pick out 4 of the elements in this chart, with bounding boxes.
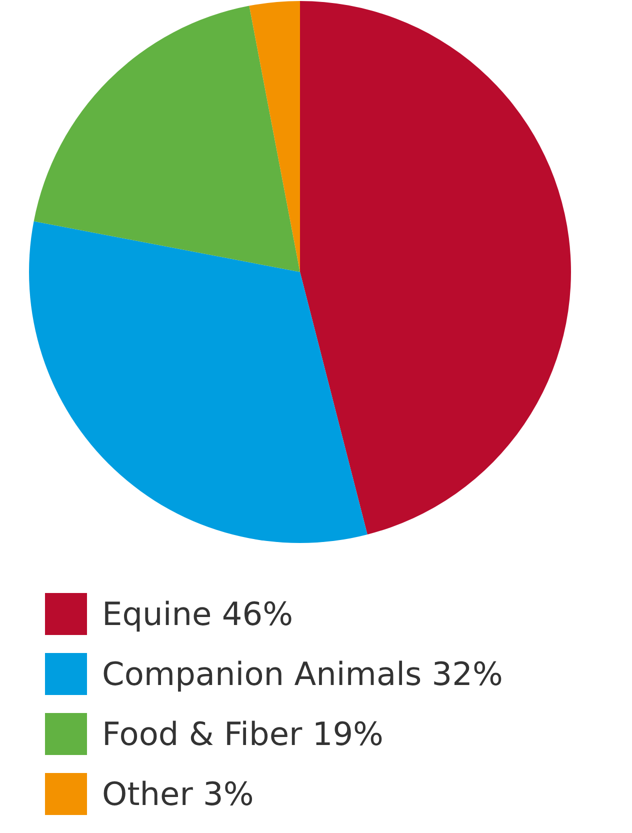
legend-label: Food & Fiber 19% bbox=[102, 715, 384, 753]
legend-label: Equine 46% bbox=[102, 595, 293, 633]
legend-label: Companion Animals 32% bbox=[102, 655, 503, 693]
legend-label: Other 3% bbox=[102, 775, 254, 813]
